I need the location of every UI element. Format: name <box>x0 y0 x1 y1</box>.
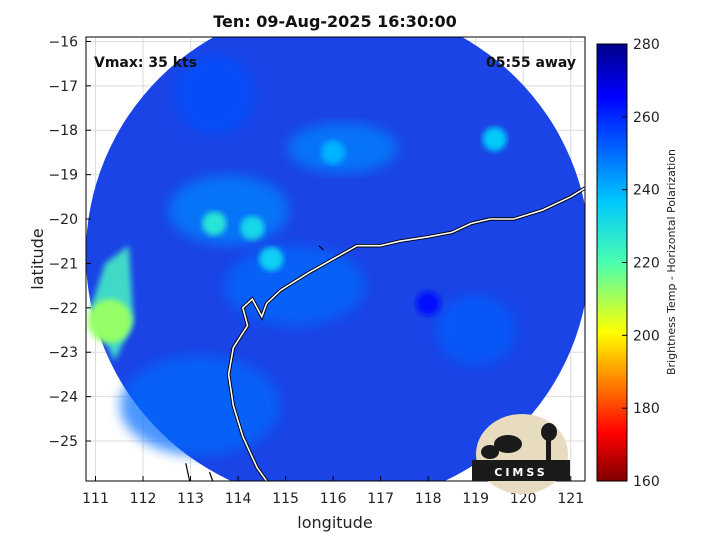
colorbar: 160 180 200 220 240 260 280 Brightness Temp - … <box>596 37 678 490</box>
y-tick-label: −16 <box>48 34 78 50</box>
x-tick-label: 115 <box>272 491 299 507</box>
cloud-region <box>174 54 255 135</box>
y-axis: −16 −17 −18 −19 −20 −21 −22 −23 −24 −25 <box>48 34 91 450</box>
time-away-annotation: 05:55 away <box>486 55 576 71</box>
y-tick-label: −23 <box>48 345 78 361</box>
colorbar-tick-label: 280 <box>633 37 660 53</box>
logo-text: CIMSS <box>494 466 547 479</box>
vmax-annotation: Vmax: 35 kts <box>94 55 197 71</box>
colorbar-tick-label: 220 <box>633 256 660 272</box>
colorbar-tick-label: 160 <box>633 474 660 490</box>
x-tick-label: 112 <box>130 491 157 507</box>
chart-title: Ten: 09-Aug-2025 16:30:00 <box>213 12 456 31</box>
x-tick-label: 113 <box>177 491 204 507</box>
y-tick-label: −21 <box>48 256 78 272</box>
x-tick-label: 111 <box>82 491 109 507</box>
x-tick-label: 120 <box>510 491 537 507</box>
y-tick-label: −19 <box>48 168 78 184</box>
coastline <box>227 187 585 481</box>
colorbar-tick-label: 240 <box>633 183 660 199</box>
plot-frame <box>85 36 586 482</box>
brightness-feature <box>202 211 227 236</box>
x-tick-label: 117 <box>367 491 394 507</box>
x-tick-label: 116 <box>320 491 347 507</box>
y-axis-label: latitude <box>28 228 47 289</box>
x-tick-label: 114 <box>225 491 252 507</box>
x-axis: 111 112 113 114 115 116 117 118 119 120 121 <box>82 476 584 507</box>
y-tick-label: −20 <box>48 212 78 228</box>
cimss-logo: CIMSS <box>472 414 570 494</box>
brightness-feature <box>416 291 441 316</box>
cloud-region <box>168 175 289 246</box>
colorbar-tick-label: 180 <box>633 401 660 417</box>
brightness-field <box>86 37 585 481</box>
cloud-region <box>435 295 516 366</box>
y-tick-label: −25 <box>48 434 78 450</box>
colorbar-tick-label: 200 <box>633 328 660 344</box>
x-tick-label: 119 <box>462 491 489 507</box>
brightness-feature <box>482 127 507 152</box>
brightness-feature <box>87 299 132 344</box>
brightness-feature <box>321 140 346 165</box>
brightness-feature <box>259 247 284 271</box>
cloud-region <box>120 355 281 456</box>
cloud-region <box>225 245 366 326</box>
x-tick-label: 121 <box>557 491 584 507</box>
y-tick-label: −22 <box>48 301 78 317</box>
colorbar-tick-label: 260 <box>633 110 660 126</box>
islands <box>185 245 325 481</box>
x-tick-label: 118 <box>415 491 442 507</box>
y-tick-label: −18 <box>48 123 78 139</box>
y-tick-label: −24 <box>48 390 78 406</box>
brightness-feature <box>240 215 265 240</box>
colorbar-label: Brightness Temp - Horizontal Polarizatio… <box>665 149 678 375</box>
y-tick-label: −17 <box>48 79 78 95</box>
x-axis-label: longitude <box>297 513 372 532</box>
